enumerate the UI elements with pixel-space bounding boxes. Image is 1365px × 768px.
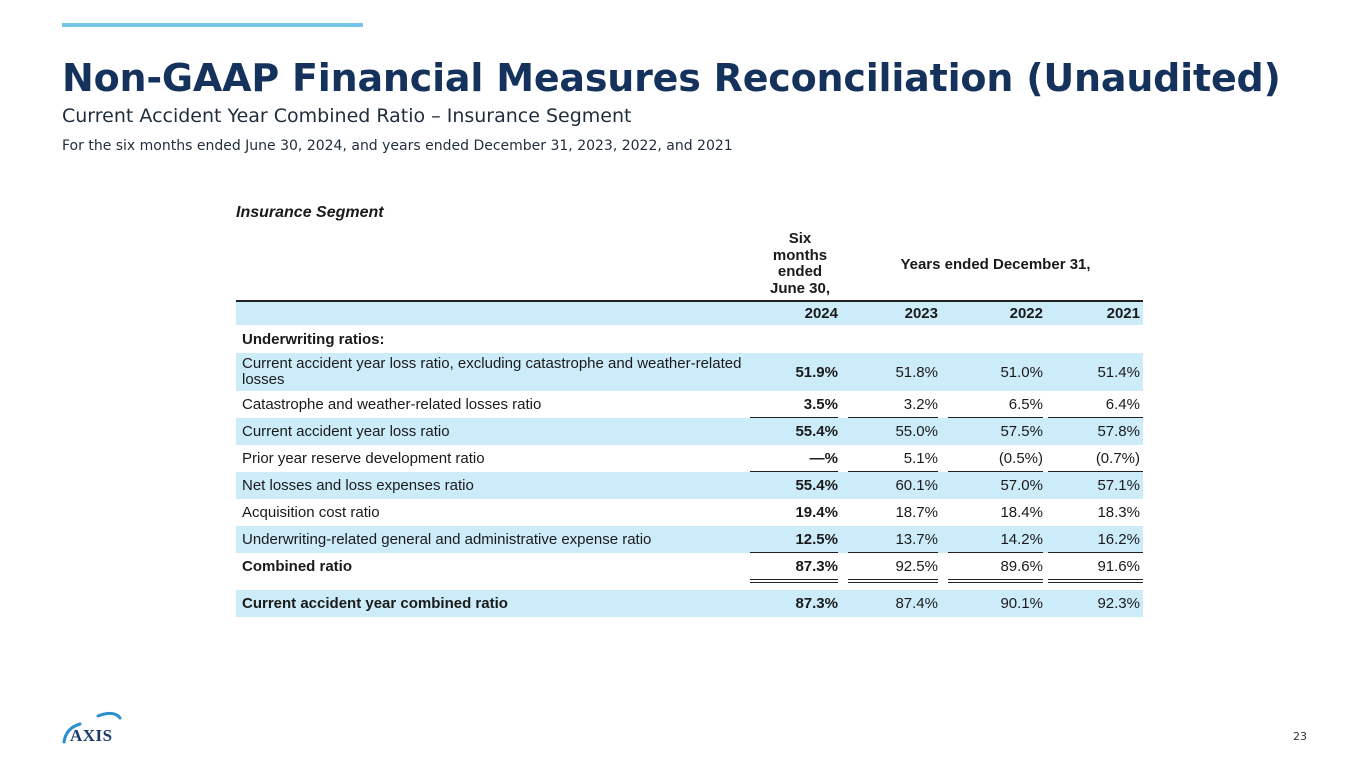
row-label: Current accident year loss ratio, exclud… xyxy=(242,355,742,388)
row-label: Underwriting-related general and adminis… xyxy=(242,530,652,548)
period-note: For the six months ended June 30, 2024, … xyxy=(62,138,733,154)
total-rule xyxy=(848,579,938,580)
section-label: Underwriting ratios: xyxy=(242,330,385,348)
cell-2022: 18.4% xyxy=(1000,504,1043,521)
row-label: Combined ratio xyxy=(242,557,353,575)
cell-2023: 51.8% xyxy=(895,363,938,381)
subtotal-rule xyxy=(848,417,938,418)
row-label: Catastrophe and weather-related losses r… xyxy=(242,395,542,413)
year-2024: 2024 xyxy=(804,305,838,322)
subtotal-rule xyxy=(948,552,1043,553)
cell-2021: 91.6% xyxy=(1097,558,1140,575)
cell-2024: 55.4% xyxy=(795,423,838,440)
subtotal-rule xyxy=(750,417,838,418)
cell-2023: 92.5% xyxy=(895,558,938,575)
logo-text: AXIS xyxy=(70,726,113,745)
cell-2024: 51.9% xyxy=(795,363,838,381)
page-number: 23 xyxy=(1293,730,1307,743)
cell-2021: 92.3% xyxy=(1097,595,1140,612)
page-title: Non-GAAP Financial Measures Reconciliati… xyxy=(62,56,1281,100)
table-row: Current accident year loss ratio 55.4% 5… xyxy=(236,418,1143,445)
table-body: Underwriting ratios: Current accident ye… xyxy=(236,326,1143,617)
year-2021: 2021 xyxy=(1106,305,1140,322)
year-2023: 2023 xyxy=(904,305,938,322)
total-rule xyxy=(948,579,1043,580)
cell-2024: 3.5% xyxy=(803,396,838,413)
cell-2021: 6.4% xyxy=(1105,396,1140,413)
table-row: Net losses and loss expenses ratio 55.4%… xyxy=(236,472,1143,499)
total-double-rule xyxy=(1048,582,1143,583)
cell-2022: 51.0% xyxy=(1000,363,1043,381)
cell-2022: 14.2% xyxy=(1000,531,1043,548)
table-row-highlight: Current accident year combined ratio 87.… xyxy=(236,590,1143,617)
axis-logo-icon: AXIS xyxy=(62,711,122,745)
cell-2022: 57.0% xyxy=(1000,477,1043,494)
subtotal-rule xyxy=(1048,471,1143,472)
subtotal-rule xyxy=(750,552,838,553)
cell-2023: 5.1% xyxy=(903,450,938,467)
cell-2023: 13.7% xyxy=(895,531,938,548)
segment-title: Insurance Segment xyxy=(236,204,384,221)
cell-2022: (0.5%) xyxy=(998,450,1043,467)
subtotal-rule xyxy=(1048,417,1143,418)
row-label: Net losses and loss expenses ratio xyxy=(242,476,474,494)
years-header: Years ended December 31, xyxy=(900,256,1091,273)
total-rule xyxy=(750,579,838,580)
cell-2023: 87.4% xyxy=(895,595,938,612)
cell-2022: 6.5% xyxy=(1008,396,1043,413)
cell-2024: 87.3% xyxy=(795,595,838,612)
row-label: Acquisition cost ratio xyxy=(242,503,380,521)
total-double-rule xyxy=(848,582,938,583)
year-header-row: 2024 2023 2022 2021 xyxy=(236,300,1143,325)
row-label: Prior year reserve development ratio xyxy=(242,449,485,467)
cell-2021: 18.3% xyxy=(1097,504,1140,521)
accent-bar xyxy=(62,23,363,27)
row-label: Current accident year combined ratio xyxy=(242,594,508,612)
cell-2023: 3.2% xyxy=(903,396,938,413)
subtotal-rule xyxy=(948,471,1043,472)
cell-2023: 18.7% xyxy=(895,504,938,521)
table-row: Catastrophe and weather-related losses r… xyxy=(236,391,1143,418)
cell-2022: 57.5% xyxy=(1000,423,1043,440)
cell-2021: 16.2% xyxy=(1097,531,1140,548)
cell-2023: 60.1% xyxy=(895,477,938,494)
subtotal-rule xyxy=(848,471,938,472)
cell-2022: 89.6% xyxy=(1000,558,1043,575)
subtotal-rule xyxy=(848,552,938,553)
total-double-rule xyxy=(948,582,1043,583)
table-row-total: Combined ratio 87.3% 92.5% 89.6% 91.6% xyxy=(236,553,1143,583)
subtotal-rule xyxy=(750,471,838,472)
total-rule xyxy=(1048,579,1143,580)
table-row: Underwriting-related general and adminis… xyxy=(236,526,1143,553)
year-2022: 2022 xyxy=(1009,305,1043,322)
cell-2024: 12.5% xyxy=(795,531,838,548)
six-months-header: Six months ended June 30, xyxy=(769,230,831,297)
row-label: Current accident year loss ratio xyxy=(242,422,450,440)
section-row: Underwriting ratios: xyxy=(236,326,1143,353)
table-row: Prior year reserve development ratio —% … xyxy=(236,445,1143,472)
cell-2021: (0.7%) xyxy=(1095,450,1140,467)
cell-2022: 90.1% xyxy=(1000,595,1043,612)
cell-2024: 55.4% xyxy=(795,477,838,494)
subtotal-rule xyxy=(1048,552,1143,553)
cell-2021: 57.8% xyxy=(1097,423,1140,440)
cell-2023: 55.0% xyxy=(895,423,938,440)
cell-2024: 19.4% xyxy=(795,504,838,521)
total-double-rule xyxy=(750,582,838,583)
cell-2021: 51.4% xyxy=(1097,363,1140,381)
page-subtitle: Current Accident Year Combined Ratio – I… xyxy=(62,105,632,127)
cell-2021: 57.1% xyxy=(1097,477,1140,494)
cell-2024: 87.3% xyxy=(795,558,838,575)
table-row: Current accident year loss ratio, exclud… xyxy=(236,353,1143,391)
cell-2024: —% xyxy=(809,450,838,467)
axis-logo: AXIS xyxy=(58,706,124,752)
subtotal-rule xyxy=(948,417,1043,418)
table-row: Acquisition cost ratio 19.4% 18.7% 18.4%… xyxy=(236,499,1143,526)
